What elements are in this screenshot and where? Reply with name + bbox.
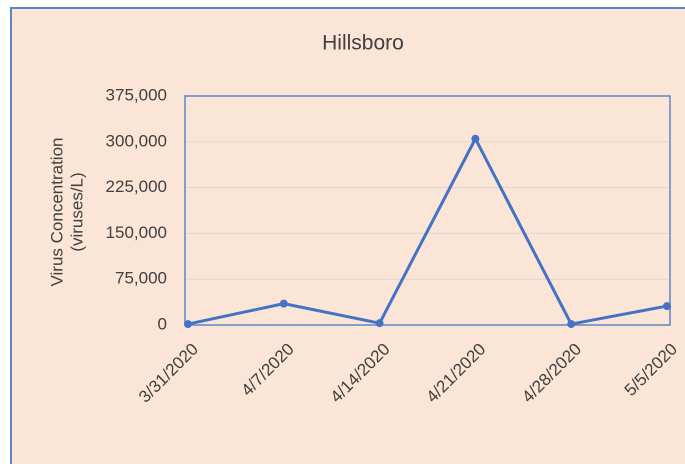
chart-title: Hillsboro — [322, 32, 404, 55]
y-axis-title: (viruses/L) — [67, 172, 86, 251]
y-tick-label: 300,000 — [106, 131, 167, 150]
y-tick-label: 225,000 — [106, 177, 167, 196]
y-tick-label: 150,000 — [106, 223, 167, 242]
y-tick-label: 375,000 — [106, 85, 167, 104]
y-axis-title: Virus Concentration — [47, 138, 66, 287]
y-tick-label: 75,000 — [115, 269, 167, 288]
data-point — [375, 319, 384, 328]
data-point — [663, 302, 671, 311]
y-tick-label: 0 — [158, 314, 167, 333]
chart-background — [10, 7, 685, 464]
data-point — [279, 299, 288, 308]
line-series — [187, 137, 668, 326]
plot-frame — [184, 95, 671, 326]
data-point — [471, 134, 480, 143]
data-point — [184, 320, 192, 329]
data-point — [567, 320, 576, 329]
